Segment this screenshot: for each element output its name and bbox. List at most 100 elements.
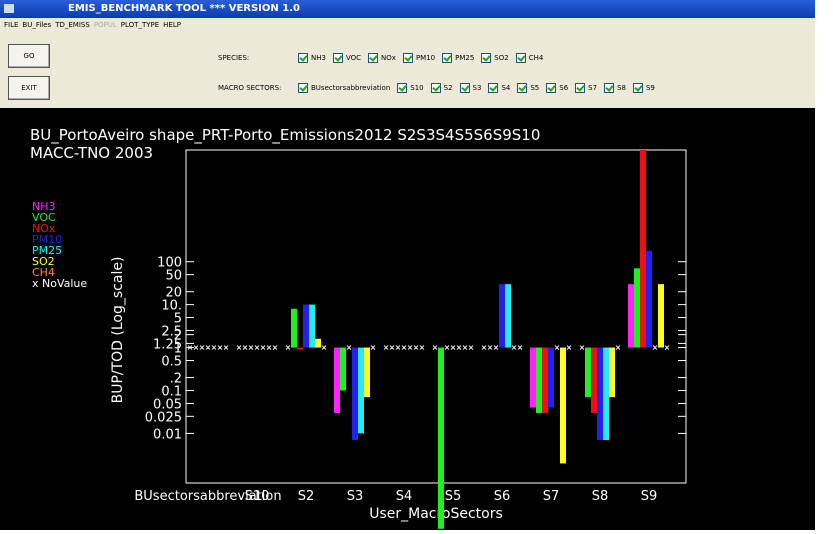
checkbox-option[interactable]: NOx	[368, 52, 396, 64]
checkbox[interactable]	[298, 83, 308, 93]
chart: BU_PortoAveiro shape_PRT-Porto_Emissions…	[30, 126, 687, 529]
checkbox-option[interactable]: PM10	[402, 52, 436, 64]
no-value-marker	[468, 345, 474, 350]
checkbox-label: PM25	[455, 54, 475, 62]
checkbox-label: S5	[530, 84, 540, 92]
bar	[352, 347, 358, 441]
menu-item[interactable]: HELP	[163, 21, 181, 29]
checkbox[interactable]	[546, 83, 557, 93]
y-tick-label: 1.25	[153, 337, 182, 352]
x-tick-label: S5	[445, 489, 462, 504]
x-tick-label: S8	[592, 489, 609, 504]
checkbox[interactable]	[517, 83, 528, 93]
x-tick-label: S3	[347, 489, 364, 504]
exit-button[interactable]: EXIT	[8, 76, 50, 100]
checkbox-label: PM10	[415, 54, 436, 62]
menu-item[interactable]: TD_EMISS	[55, 21, 90, 29]
menu-bar: FILE BU_Files TD_EMISS POPUL PLOT_TYPE HELP	[0, 18, 815, 32]
x-tick-label: S4	[396, 489, 413, 504]
legend-nodata: x NoValue	[32, 277, 87, 290]
checkbox[interactable]	[515, 53, 526, 63]
checkbox[interactable]	[430, 83, 441, 93]
menu-item[interactable]: FILE	[4, 21, 19, 29]
bar	[438, 347, 444, 529]
bar	[536, 347, 542, 413]
no-value-marker	[432, 345, 438, 350]
x-tick-label: S6	[494, 489, 511, 504]
bar	[315, 338, 321, 348]
y-tick-label: 20	[165, 286, 182, 301]
menu-item[interactable]: BU_Files	[22, 21, 52, 29]
checkbox-option[interactable]: S6	[546, 82, 568, 94]
checkbox[interactable]	[632, 83, 643, 93]
checkbox-option[interactable]: S4	[488, 82, 510, 94]
checkbox-option[interactable]: NH3	[298, 52, 326, 64]
checkbox-option[interactable]: S7	[575, 82, 597, 94]
checkbox-option[interactable]: PM25	[442, 52, 474, 64]
bar	[309, 304, 315, 348]
checkbox-option[interactable]: S8	[604, 82, 626, 94]
y-tick-label: 0.025	[145, 410, 182, 425]
checkbox-label: S8	[617, 84, 626, 92]
no-value-marker	[652, 345, 658, 350]
species-label: SPECIES:	[218, 54, 250, 62]
legend-entry: NOx	[32, 222, 56, 235]
no-value-marker	[260, 345, 266, 350]
no-value-marker	[511, 345, 517, 350]
y-tick-label: 1	[174, 342, 182, 357]
checkbox[interactable]	[402, 53, 413, 63]
bar	[303, 304, 309, 348]
checkbox-label: S2	[443, 84, 453, 92]
checkbox[interactable]	[397, 83, 408, 93]
title-bar: EMIS_BENCHMARK TOOL *** VERSION 1.0	[0, 0, 815, 18]
legend-entry: PM25	[32, 244, 62, 257]
checkbox-option[interactable]: VOC	[332, 52, 361, 64]
checkbox[interactable]	[368, 53, 379, 63]
checkbox-option[interactable]: S9	[632, 82, 655, 94]
bar	[591, 347, 597, 413]
checkbox-label: S10	[410, 84, 424, 92]
checkbox-option[interactable]: S5	[517, 82, 539, 94]
no-value-marker	[487, 345, 493, 350]
checkbox[interactable]	[604, 83, 615, 93]
checkbox[interactable]	[488, 83, 499, 93]
checkbox[interactable]	[481, 53, 492, 63]
sector-options: BUsectorsabbreviation S10 S2 S3 S4 S5 S6 S7 S8 S9	[298, 82, 662, 94]
menu-item[interactable]: PLOT_TYPE	[120, 21, 160, 29]
go-button[interactable]: GO	[8, 44, 50, 68]
no-value-marker	[419, 345, 425, 350]
no-value-marker	[517, 345, 523, 350]
y-tick-label: 0.5	[161, 354, 182, 369]
checkbox-option[interactable]: S3	[459, 82, 481, 94]
window-icon	[4, 4, 14, 13]
legend-entry: CH4	[32, 266, 55, 279]
checkbox[interactable]	[298, 53, 308, 63]
checkbox-option[interactable]: BUsectorsabbreviation	[298, 82, 390, 94]
no-value-marker	[254, 345, 260, 350]
checkbox-option[interactable]: CH4	[515, 52, 544, 64]
checkbox-label: BUsectorsabbreviation	[311, 84, 391, 92]
checkbox-option[interactable]: S2	[430, 82, 453, 94]
y-tick-label: 0.05	[153, 397, 182, 412]
checkbox[interactable]	[332, 53, 343, 63]
checkbox-option[interactable]: SO2	[481, 52, 509, 64]
checkbox-option[interactable]: S10	[397, 82, 424, 94]
bar	[291, 308, 297, 348]
no-value-marker	[242, 345, 248, 350]
checkbox[interactable]	[442, 53, 453, 63]
checkbox[interactable]	[575, 83, 586, 93]
y-tick-label: 0.01	[153, 427, 182, 442]
menu-item[interactable]: POPUL	[93, 21, 117, 29]
checkbox[interactable]	[459, 83, 470, 93]
x-tick-label: S9	[641, 489, 658, 504]
no-value-marker	[444, 345, 450, 350]
toolbar: GO EXIT SPECIES: NH3 VOC NOx PM10 PM25 SO2 CH4…	[0, 32, 815, 108]
no-value-marker	[615, 345, 621, 350]
no-value-marker	[401, 345, 407, 350]
no-value-marker	[413, 345, 419, 350]
no-value-marker	[211, 345, 217, 350]
no-value-marker	[193, 345, 199, 350]
bar	[499, 284, 505, 348]
checkbox-label: CH4	[528, 54, 544, 62]
no-value-marker	[456, 345, 462, 350]
